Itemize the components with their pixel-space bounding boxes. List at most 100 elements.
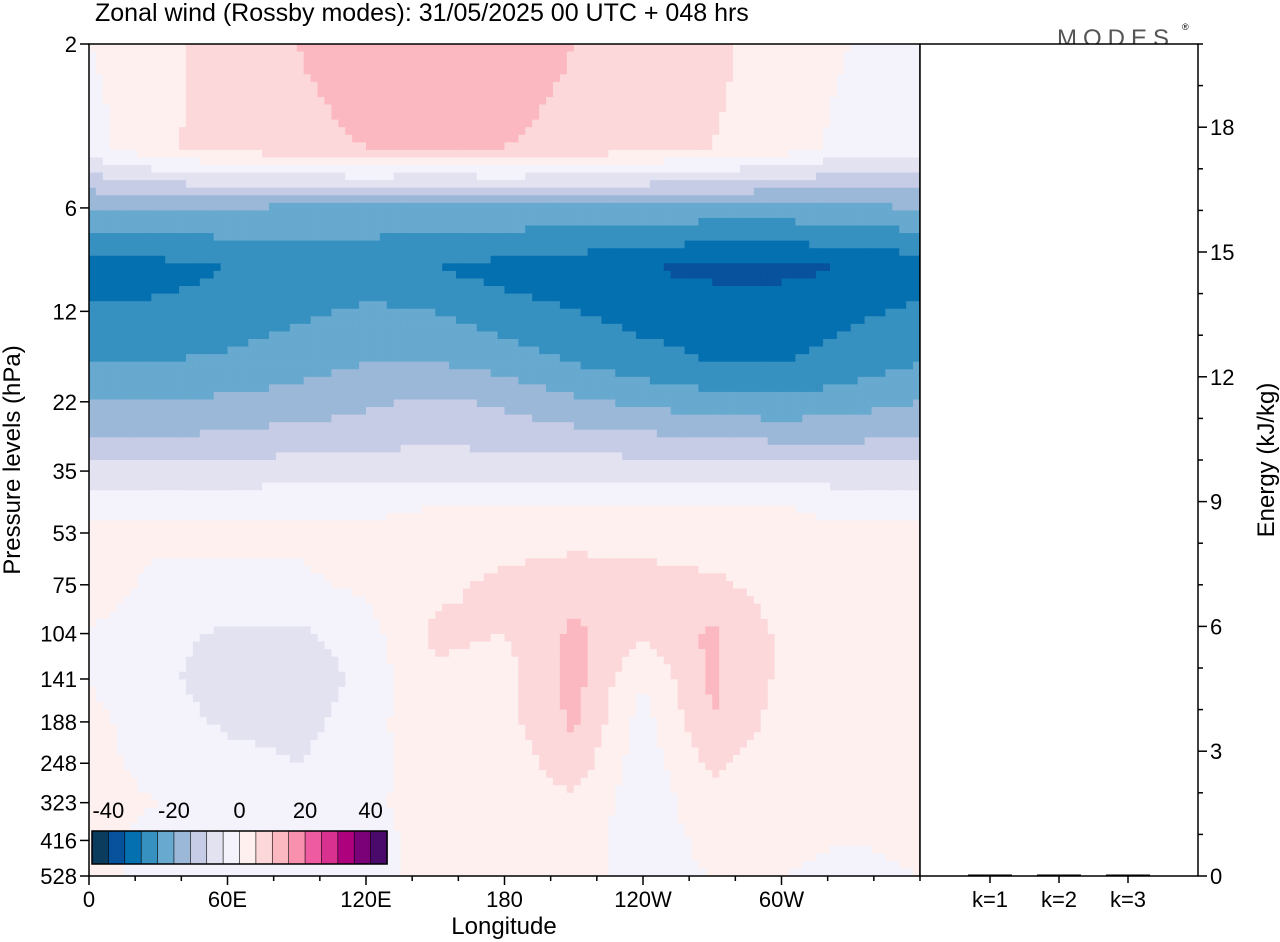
field-cell — [497, 142, 506, 151]
field-cell — [345, 104, 353, 113]
field-cell — [608, 233, 616, 242]
field-cell — [753, 293, 762, 302]
field-cell — [386, 172, 395, 181]
field-cell — [345, 346, 353, 355]
field-cell — [497, 293, 506, 302]
field-cell — [317, 354, 326, 363]
field-cell — [663, 127, 672, 136]
field-cell — [116, 112, 125, 121]
field-cell — [733, 233, 741, 242]
field-cell — [428, 248, 436, 257]
field-cell — [774, 255, 783, 264]
field-cell — [428, 263, 436, 272]
field-cell — [227, 195, 236, 204]
field-cell — [116, 316, 125, 325]
field-cell — [151, 142, 159, 151]
field-cell — [829, 346, 838, 355]
field-cell — [89, 66, 97, 75]
field-cell — [289, 172, 298, 181]
field-cell — [407, 149, 416, 159]
field-cell — [185, 66, 194, 75]
field-cell — [518, 127, 526, 136]
field-cell — [338, 119, 346, 128]
field-cell — [559, 96, 568, 106]
field-cell — [767, 308, 776, 317]
field-cell — [871, 308, 880, 317]
field-cell — [802, 112, 810, 121]
field-cell — [580, 89, 589, 98]
field-cell — [899, 331, 907, 340]
field-cell — [663, 338, 672, 348]
field-cell — [158, 74, 166, 83]
field-cell — [733, 172, 741, 181]
field-cell — [435, 66, 443, 75]
field-cell — [684, 165, 693, 174]
field-cell — [289, 286, 298, 295]
field-cell — [559, 51, 568, 60]
field-cell — [414, 180, 422, 189]
field-cell — [185, 346, 194, 355]
field-cell — [829, 134, 838, 143]
field-cell — [518, 96, 526, 106]
field-cell — [469, 338, 478, 348]
field-cell — [282, 149, 291, 159]
field-cell — [636, 96, 644, 106]
field-cell — [809, 210, 817, 219]
field-cell — [649, 346, 658, 355]
field-cell — [185, 255, 194, 264]
field-cell — [802, 331, 810, 340]
field-cell — [615, 165, 623, 174]
field-cell — [359, 142, 367, 151]
field-cell — [497, 217, 506, 227]
field-cell — [871, 165, 880, 174]
field-cell — [871, 286, 880, 295]
field-cell — [89, 165, 97, 174]
field-cell — [469, 255, 478, 264]
field-cell — [546, 323, 554, 333]
field-cell — [781, 346, 790, 355]
field-cell — [123, 202, 132, 211]
field-cell — [774, 134, 783, 143]
field-cell — [206, 338, 215, 348]
field-cell — [525, 165, 533, 174]
field-cell — [913, 66, 920, 75]
field-cell — [823, 180, 831, 189]
field-cell — [289, 112, 298, 121]
field-cell — [760, 217, 769, 227]
field-cell — [386, 96, 395, 106]
field-cell — [656, 240, 665, 249]
field-cell — [241, 74, 249, 83]
field-cell — [95, 81, 104, 90]
field-cell — [366, 74, 374, 83]
field-cell — [116, 278, 125, 287]
field-cell — [829, 217, 838, 227]
field-cell — [248, 217, 256, 227]
field-cell — [179, 210, 187, 219]
field-cell — [594, 316, 603, 325]
field-cell — [670, 346, 679, 355]
field-cell — [421, 225, 429, 234]
field-cell — [608, 338, 616, 348]
field-cell — [733, 104, 741, 113]
field-cell — [289, 323, 298, 333]
field-cell — [511, 59, 519, 68]
field-cell — [269, 225, 277, 234]
field-cell — [331, 210, 339, 219]
field-cell — [809, 157, 817, 166]
field-cell — [753, 180, 762, 189]
field-cell — [317, 338, 326, 348]
field-cell — [206, 66, 215, 75]
field-cell — [733, 180, 741, 189]
field-cell — [913, 165, 920, 174]
field-cell — [649, 112, 658, 121]
chart-title: Zonal wind (Rossby modes): 31/05/2025 00… — [95, 0, 749, 27]
field-cell — [573, 74, 582, 83]
field-cell — [393, 59, 402, 68]
field-cell — [795, 301, 803, 310]
field-cell — [262, 104, 270, 113]
field-cell — [393, 195, 402, 204]
field-cell — [698, 210, 706, 219]
field-cell — [407, 240, 416, 249]
field-cell — [407, 127, 416, 136]
field-cell — [442, 187, 450, 196]
